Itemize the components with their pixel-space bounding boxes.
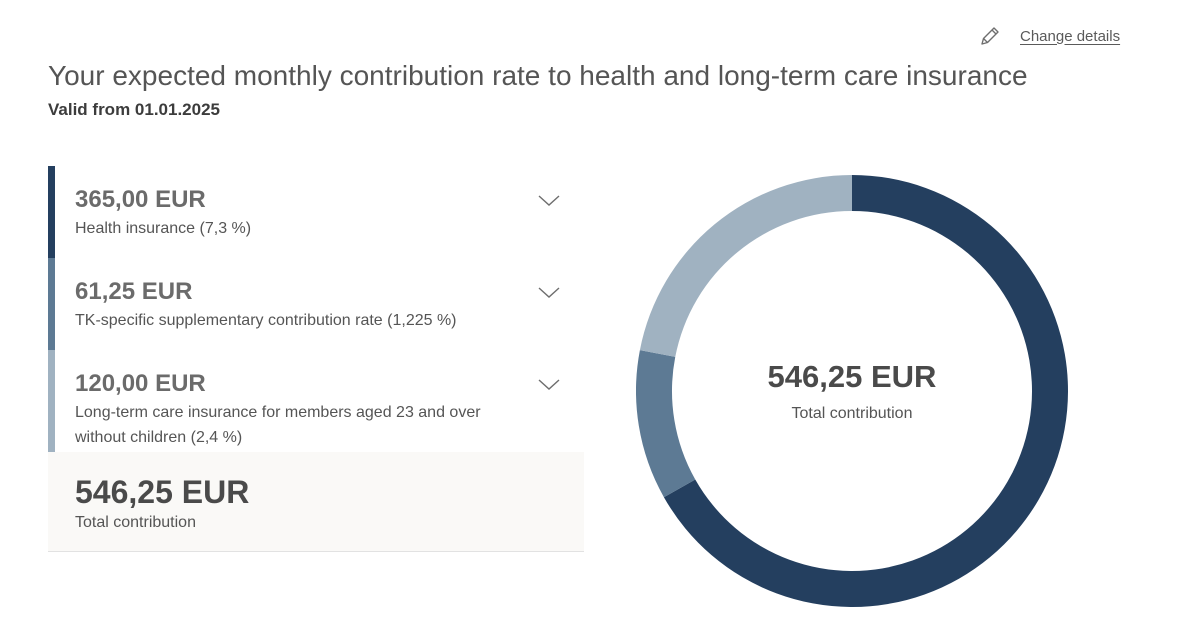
change-details-label[interactable]: Change details bbox=[1020, 27, 1121, 45]
donut-chart: 546,25 EUR Total contribution bbox=[636, 175, 1068, 607]
color-marker bbox=[48, 166, 55, 258]
contribution-item-supplementary[interactable]: 61,25 EUR TK-specific supplementary cont… bbox=[48, 258, 584, 350]
chevron-down-icon[interactable] bbox=[538, 378, 560, 397]
total-amount: 546,25 EUR bbox=[75, 474, 250, 510]
contribution-list: 365,00 EUR Health insurance (7,3 %) 61,2… bbox=[48, 166, 584, 552]
contribution-amount: 61,25 EUR bbox=[75, 278, 193, 305]
contribution-item-long-term-care[interactable]: 120,00 EUR Long-term care insurance for … bbox=[48, 350, 584, 452]
color-marker bbox=[48, 350, 55, 452]
total-contribution-box: 546,25 EUR Total contribution bbox=[48, 452, 584, 552]
contribution-label: TK-specific supplementary contribution r… bbox=[75, 312, 457, 329]
color-marker bbox=[48, 258, 55, 350]
contribution-amount: 365,00 EUR bbox=[75, 186, 206, 213]
contribution-item-health[interactable]: 365,00 EUR Health insurance (7,3 %) bbox=[48, 166, 584, 258]
contribution-label: Health insurance (7,3 %) bbox=[75, 220, 252, 237]
contribution-label: Long-term care insurance for members age… bbox=[75, 404, 481, 446]
contribution-amount: 120,00 EUR bbox=[75, 370, 206, 397]
donut-center-label: Total contribution bbox=[791, 405, 913, 422]
total-label: Total contribution bbox=[75, 514, 196, 531]
donut-center: 546,25 EUR Total contribution bbox=[636, 175, 1068, 607]
valid-from-date: Valid from 01.01.2025 bbox=[48, 100, 220, 119]
donut-slice bbox=[636, 350, 696, 498]
chevron-down-icon[interactable] bbox=[538, 194, 560, 213]
page-title: Your expected monthly contribution rate … bbox=[48, 60, 1028, 91]
donut-center-value: 546,25 EUR bbox=[767, 359, 937, 394]
pencil-icon bbox=[978, 24, 1002, 48]
donut-slice bbox=[639, 175, 852, 357]
donut-chart-svg bbox=[636, 175, 1068, 607]
change-details-link[interactable]: Change details bbox=[978, 24, 1120, 48]
chevron-down-icon[interactable] bbox=[538, 286, 560, 305]
